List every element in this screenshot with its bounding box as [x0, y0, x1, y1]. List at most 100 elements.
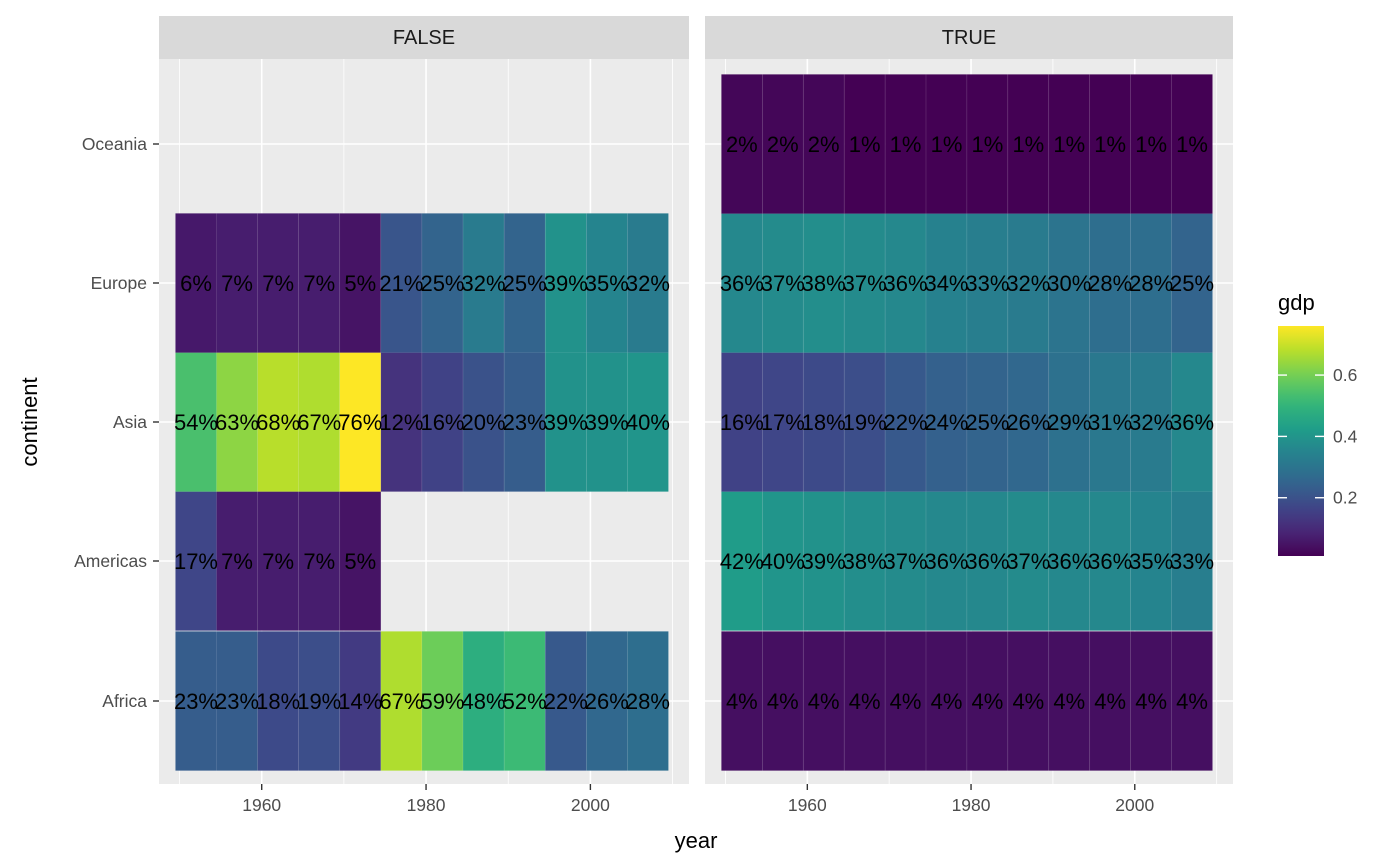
- cell-value-label: 28%: [626, 689, 670, 714]
- heatmap-cell: [585, 631, 628, 771]
- cell-value-label: 42%: [720, 549, 764, 574]
- heatmap-cell: [1130, 74, 1172, 214]
- heatmap-cell: [843, 491, 886, 631]
- cell-value-label: 7%: [303, 271, 335, 296]
- cell-value-label: 37%: [761, 271, 805, 296]
- cell-value-label: 16%: [420, 410, 464, 435]
- cell-value-label: 33%: [965, 271, 1009, 296]
- cell-value-label: 4%: [849, 689, 881, 714]
- heatmap-cell: [462, 631, 505, 771]
- heatmap-cell: [175, 491, 217, 631]
- x-tick-label: 2000: [571, 795, 610, 815]
- cell-value-label: 1%: [1094, 132, 1126, 157]
- heatmap-cell: [1048, 213, 1091, 353]
- heatmap-cell: [298, 213, 341, 353]
- cell-value-label: 40%: [626, 410, 670, 435]
- cell-value-label: 1%: [972, 132, 1004, 157]
- heatmap-cell: [339, 491, 382, 631]
- heatmap-cell: [627, 631, 669, 771]
- heatmap-cell: [1171, 74, 1213, 214]
- cell-value-label: 2%: [726, 132, 758, 157]
- cell-value-label: 7%: [221, 271, 253, 296]
- heatmap-cell: [298, 631, 341, 771]
- heatmap-cell: [216, 352, 258, 492]
- heatmap-cell: [1007, 631, 1050, 771]
- heatmap-cell: [421, 631, 464, 771]
- cell-value-label: 52%: [503, 689, 547, 714]
- y-tick-label: Africa: [102, 691, 147, 711]
- heatmap-cell: [966, 352, 1009, 492]
- cell-value-label: 24%: [924, 410, 968, 435]
- cell-value-label: 36%: [924, 549, 968, 574]
- heatmap-cell: [1048, 352, 1091, 492]
- heatmap-cell: [544, 213, 587, 353]
- cell-value-label: 7%: [262, 549, 294, 574]
- heatmap-cell: [925, 74, 968, 214]
- cell-value-label: 7%: [303, 549, 335, 574]
- cell-value-label: 14%: [338, 689, 382, 714]
- cell-value-label: 6%: [180, 271, 212, 296]
- heatmap-cell: [1089, 491, 1131, 631]
- cell-value-label: 1%: [1053, 132, 1085, 157]
- heatmap-cell: [966, 491, 1009, 631]
- y-tick-label: Asia: [113, 412, 147, 432]
- cell-value-label: 19%: [297, 689, 341, 714]
- heatmap-cell: [1171, 352, 1213, 492]
- cell-value-label: 19%: [843, 410, 887, 435]
- heatmap-cell: [216, 491, 258, 631]
- heatmap-cell: [380, 631, 423, 771]
- cell-value-label: 5%: [344, 549, 376, 574]
- y-tick-label: Oceania: [82, 134, 147, 154]
- cell-value-label: 2%: [767, 132, 799, 157]
- heatmap-cell: [380, 352, 423, 492]
- heatmap-cell: [462, 352, 505, 492]
- heatmap-cell: [1007, 74, 1050, 214]
- cell-value-label: 20%: [462, 410, 506, 435]
- heatmap-cell: [503, 213, 546, 353]
- cell-value-label: 33%: [1170, 549, 1214, 574]
- heatmap-cell: [721, 213, 763, 353]
- x-tick-label: 2000: [1115, 795, 1154, 815]
- cell-value-label: 37%: [843, 271, 887, 296]
- cell-value-label: 37%: [884, 549, 928, 574]
- cell-value-label: 39%: [544, 410, 588, 435]
- cell-value-label: 4%: [890, 689, 922, 714]
- cell-value-label: 39%: [585, 410, 629, 435]
- cell-value-label: 18%: [802, 410, 846, 435]
- facet-strip: [705, 16, 1233, 59]
- legend-colorbar: [1278, 326, 1324, 556]
- cell-value-label: 34%: [924, 271, 968, 296]
- heatmap-cell: [925, 631, 968, 771]
- heatmap-cell: [216, 213, 258, 353]
- cell-value-label: 22%: [544, 689, 588, 714]
- cell-value-label: 29%: [1047, 410, 1091, 435]
- heatmap-cell: [1089, 213, 1131, 353]
- facet-strip-label: TRUE: [942, 27, 996, 49]
- cell-value-label: 4%: [767, 689, 799, 714]
- cell-value-label: 5%: [344, 271, 376, 296]
- heatmap-cell: [1007, 491, 1050, 631]
- heatmap-cell: [257, 213, 299, 353]
- cell-value-label: 28%: [1129, 271, 1173, 296]
- heatmap-cell: [1048, 74, 1091, 214]
- heatmap-cell: [1171, 213, 1213, 353]
- cell-value-label: 35%: [585, 271, 629, 296]
- cell-value-label: 26%: [1006, 410, 1050, 435]
- cell-value-label: 26%: [585, 689, 629, 714]
- cell-value-label: 2%: [808, 132, 840, 157]
- cell-value-label: 37%: [1006, 549, 1050, 574]
- cell-value-label: 36%: [1170, 410, 1214, 435]
- cell-value-label: 39%: [802, 549, 846, 574]
- heatmap-cell: [966, 631, 1009, 771]
- cell-value-label: 67%: [297, 410, 341, 435]
- cell-value-label: 32%: [462, 271, 506, 296]
- cell-value-label: 30%: [1047, 271, 1091, 296]
- x-tick-label: 1980: [952, 795, 991, 815]
- cell-value-label: 48%: [462, 689, 506, 714]
- cell-value-label: 31%: [1088, 410, 1132, 435]
- heatmap-cell: [1130, 491, 1172, 631]
- cell-value-label: 22%: [884, 410, 928, 435]
- cell-value-label: 16%: [720, 410, 764, 435]
- x-tick-label: 1960: [788, 795, 827, 815]
- heatmap-cell: [1130, 213, 1172, 353]
